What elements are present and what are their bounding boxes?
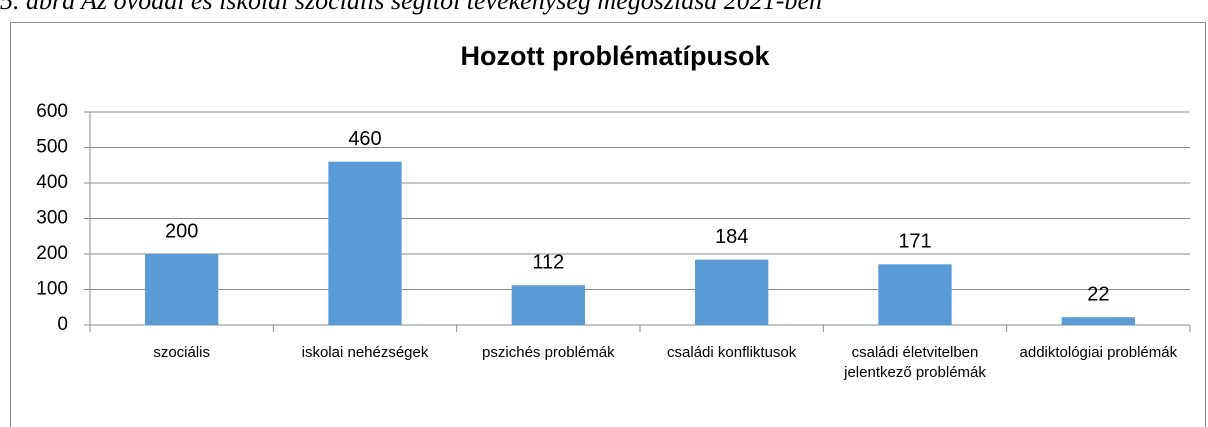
data-label: 200 (165, 220, 198, 242)
bar (511, 285, 585, 325)
x-tick-label: addiktológiai problémák (1019, 344, 1178, 361)
bar (878, 264, 952, 325)
data-label: 460 (348, 128, 381, 150)
x-tick-label: családi életvitelben jelentkező problémá… (844, 344, 986, 381)
x-tick-label: pszichés problémák (482, 344, 615, 361)
y-tick-label: 200 (36, 243, 68, 264)
bar (328, 161, 402, 325)
y-tick-label: 100 (36, 279, 68, 300)
bar (695, 259, 769, 325)
data-label: 112 (532, 252, 564, 274)
x-tick-label: szociális (153, 344, 210, 361)
y-tick-label: 600 (36, 101, 68, 122)
figure-caption: 5. ábra Az óvodai és iskolai szociális s… (0, 0, 823, 15)
bar (145, 254, 219, 325)
y-tick-label: 500 (36, 137, 68, 158)
x-tick-label: iskolai nehézségek (301, 344, 429, 361)
y-tick-label: 300 (36, 208, 68, 229)
data-label: 171 (898, 231, 931, 253)
chart-frame (10, 22, 1206, 427)
y-tick-label: 400 (36, 172, 68, 193)
chart-title: Hozott problématípusok (461, 41, 771, 71)
y-tick-label: 0 (57, 314, 68, 335)
data-label: 184 (715, 226, 748, 248)
data-label: 22 (1087, 283, 1109, 305)
bar (1061, 317, 1135, 325)
x-tick-label: családi konfliktusok (667, 344, 797, 361)
